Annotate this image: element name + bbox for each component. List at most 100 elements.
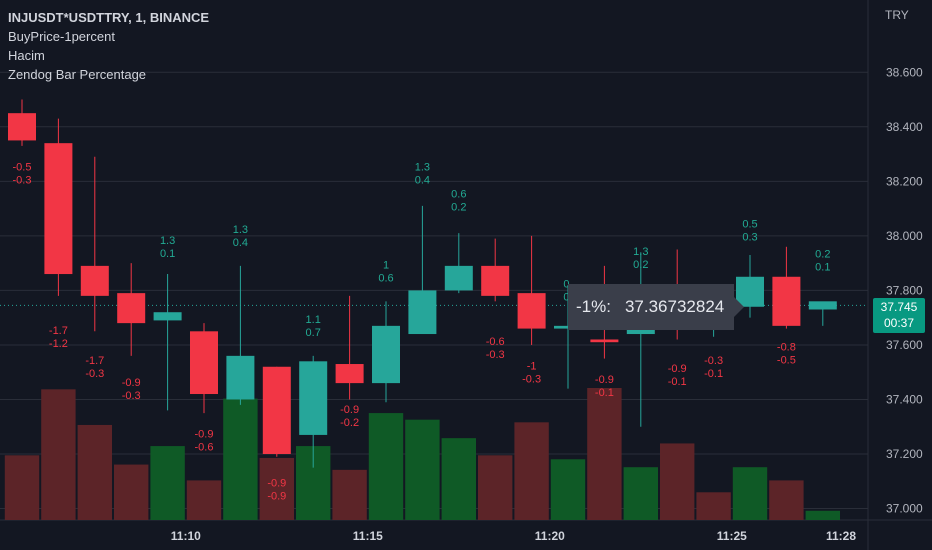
bar-percent-label: -0.2	[340, 417, 359, 429]
candle-body	[153, 312, 182, 321]
bar-percent-label: -0.9	[122, 377, 141, 389]
bar-percent-label: -0.3	[704, 355, 723, 367]
symbol-title[interactable]: INJUSDT*USDTTRY, 1, BINANCE	[8, 10, 210, 25]
bar-percent-label: -0.5	[777, 354, 796, 366]
bar-percent-label: -0.9	[195, 429, 214, 441]
volume-bar	[41, 389, 76, 520]
bar-percent-label: 0.6	[451, 189, 466, 201]
price-axis-label: 37.000	[886, 502, 923, 516]
bar-percent-label: 1.3	[633, 246, 648, 258]
price-axis-label: 37.400	[886, 392, 923, 406]
volume-bar	[77, 424, 112, 520]
indicator-tooltip: -1%: 37.36732824	[568, 284, 745, 330]
candle-body	[481, 265, 510, 296]
indicator-buyprice[interactable]: BuyPrice-1percent	[8, 29, 115, 44]
candle-body	[226, 355, 255, 400]
bar-percent-label: 0.4	[415, 174, 430, 186]
bar-percent-label: 0.2	[815, 249, 830, 261]
bar-percent-label: -0.6	[195, 442, 214, 454]
volume-bar	[259, 457, 294, 520]
bar-percent-label: 1.3	[160, 235, 175, 247]
volume-bar	[696, 492, 731, 520]
candle-body	[808, 301, 837, 310]
candle-body	[80, 265, 109, 296]
bar-percent-label: -1.7	[49, 325, 68, 337]
currency-label[interactable]: TRY	[885, 8, 909, 22]
price-axis-label: 38.400	[886, 120, 923, 134]
bar-percent-label: 0.2	[451, 202, 466, 214]
price-axis-label: 37.800	[886, 283, 923, 297]
candle-body	[190, 331, 218, 395]
bar-percent-label: -0.3	[486, 349, 505, 361]
candle-body	[335, 364, 364, 384]
time-axis-label: 11:25	[717, 529, 747, 543]
volume-bar	[368, 413, 404, 520]
candle-body	[408, 290, 437, 335]
volume-bar	[550, 459, 586, 520]
bar-percent-label: -1	[527, 360, 537, 372]
price-axis-label: 38.600	[886, 65, 923, 79]
bar-percent-label: 1.3	[233, 224, 248, 236]
candle-body	[8, 113, 36, 141]
volume-bar	[114, 464, 149, 520]
volume-bar	[805, 510, 840, 520]
bar-percent-label: 1	[383, 260, 389, 272]
volume-bar	[186, 480, 222, 520]
time-axis-label: 11:28	[826, 529, 856, 543]
bar-percent-label: 0.7	[306, 327, 321, 339]
bar-percent-label: -0.9	[668, 363, 687, 375]
bar-percent-label: -0.3	[522, 373, 541, 385]
indicator-bar-percentage[interactable]: Zendog Bar Percentage	[8, 67, 147, 82]
bar-percent-label: -0.9	[595, 374, 614, 386]
bar-percent-label: 0.5	[742, 219, 757, 231]
bar-percent-label: -1.2	[49, 338, 68, 350]
bar-percent-label: 0.2	[633, 259, 648, 271]
bar-percent-label: 0.1	[815, 262, 830, 274]
volume-bar	[732, 467, 768, 520]
bar-percent-label: 0.1	[160, 248, 175, 260]
volume-bar	[660, 443, 695, 520]
bar-percent-label: -0.3	[13, 174, 32, 186]
volume-bar	[332, 469, 367, 520]
bar-percent-label: -0.9	[267, 478, 286, 490]
candle-body	[444, 265, 473, 291]
volume-bar	[587, 388, 622, 520]
bar-percent-label: -0.3	[122, 390, 141, 402]
current-price-tag: 37.745 00:37	[873, 298, 925, 333]
bar-percent-label: -0.1	[704, 368, 723, 380]
bar-percent-label: -0.8	[777, 341, 796, 353]
candle-body	[517, 293, 546, 329]
volume-bar	[623, 467, 658, 520]
bar-percent-label: 0.3	[742, 232, 757, 244]
bar-percent-label: -0.1	[595, 387, 614, 399]
bar-percent-label: 1.1	[306, 314, 321, 326]
bar-percent-label: -0.1	[668, 376, 687, 388]
price-axis-label: 37.600	[886, 338, 923, 352]
bar-percent-label: -0.9	[340, 404, 359, 416]
bar-percent-label: -0.6	[486, 336, 505, 348]
candle-body	[372, 325, 400, 384]
candle-body	[299, 361, 328, 435]
candle-body	[117, 293, 146, 324]
bar-percent-label: -1.7	[85, 355, 104, 367]
price-axis-label: 38.000	[886, 229, 923, 243]
volume-bar	[441, 438, 476, 520]
bar-percent-label: 0.4	[233, 237, 248, 249]
bar-countdown: 00:37	[883, 316, 915, 330]
time-axis-label: 11:20	[535, 529, 565, 543]
indicator-volume[interactable]: Hacim	[8, 48, 45, 63]
current-price-value: 37.745	[880, 300, 918, 314]
candle-body	[590, 339, 619, 343]
volume-bar	[150, 446, 185, 520]
volume-bar	[769, 480, 804, 520]
time-axis-label: 11:15	[353, 529, 383, 543]
chart-legend: INJUSDT*USDTTRY, 1, BINANCE BuyPrice-1pe…	[8, 8, 209, 84]
bar-percent-label: -0.5	[13, 161, 32, 173]
volume-bar	[4, 455, 40, 520]
candle-body	[262, 366, 291, 455]
candle-body	[44, 143, 73, 275]
time-axis-label: 11:10	[171, 529, 201, 543]
volume-bar	[405, 419, 440, 520]
tooltip-label: -1%:	[576, 297, 611, 316]
